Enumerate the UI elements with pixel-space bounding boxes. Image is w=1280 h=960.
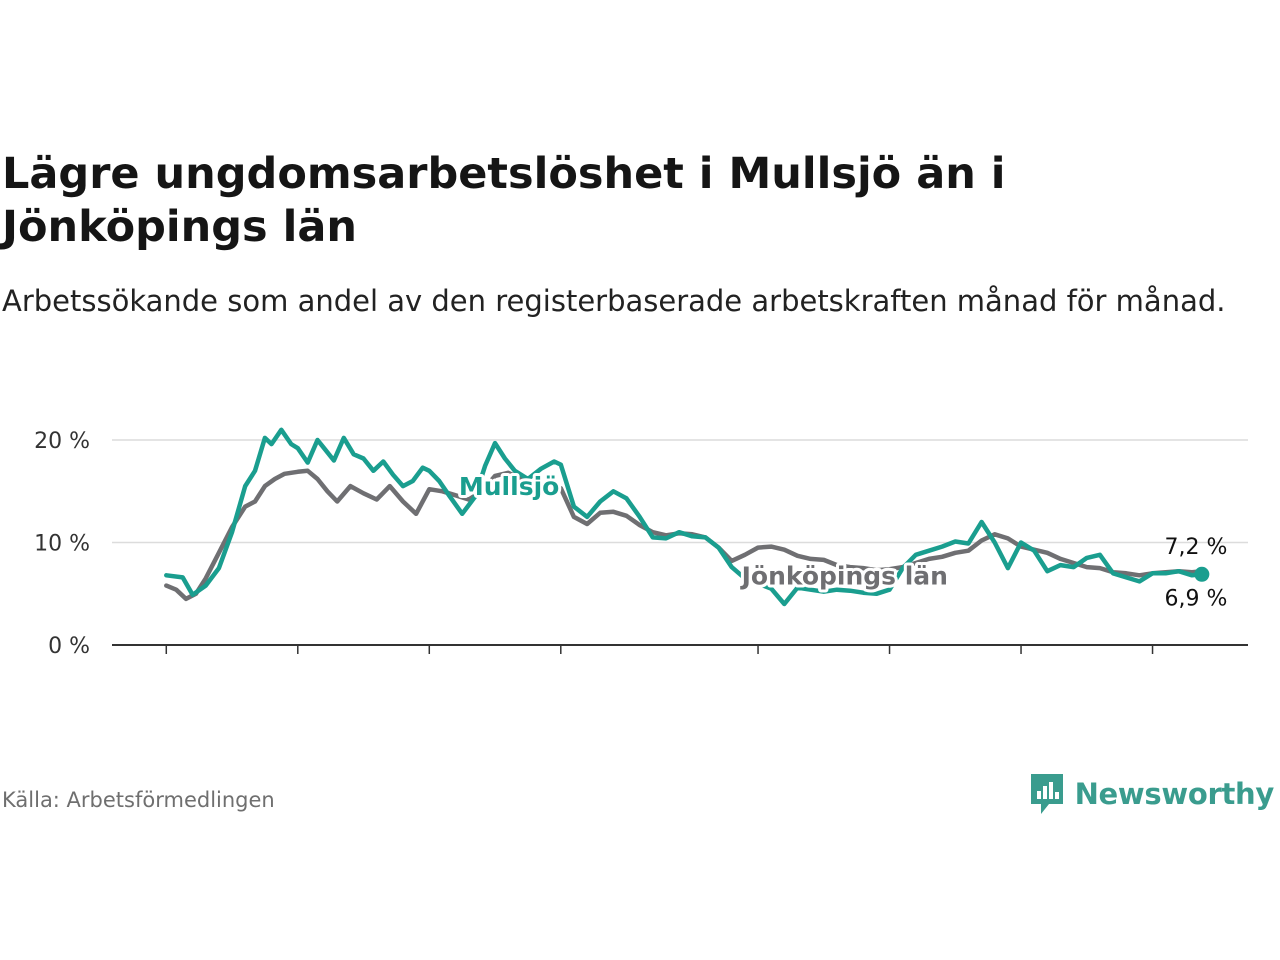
label-layer: Mullsjö Jönköpings län 7,2 % 6,9 % <box>456 469 1228 611</box>
y-tick-label: 0 % <box>48 634 90 659</box>
axis-layer: 0 %10 %20 %20082010201220142017201920212… <box>34 429 1248 659</box>
end-label-jonkopings-lan: 7,2 % <box>1165 535 1228 560</box>
source-note: Källa: Arbetsförmedlingen <box>2 788 275 812</box>
chart-subtitle: Arbetssökande som andel av den registerb… <box>2 284 1226 318</box>
y-tick-label: 20 % <box>34 429 90 454</box>
grid-layer <box>112 439 1248 544</box>
series-label-mullsjo: Mullsjö <box>459 472 559 501</box>
brand-name: Newsworthy <box>1074 777 1275 811</box>
series-layer <box>164 427 1210 607</box>
end-label-mullsjo: 6,9 % <box>1165 586 1228 611</box>
endpoint-mullsjo <box>1194 566 1210 582</box>
newsworthy-logo-icon <box>1030 774 1063 814</box>
y-tick-label: 10 % <box>34 532 90 557</box>
brand-logo[interactable]: Newsworthy <box>1029 772 1274 816</box>
series-label-jonkopings-lan: Jönköpings län <box>740 561 948 590</box>
series-line-mullsjo <box>164 427 1205 607</box>
line-chart: 0 %10 %20 %20082010201220142017201920212… <box>34 427 1248 659</box>
chart-title: Lägre ungdomsarbetslöshet i Mullsjö än i… <box>2 149 1006 252</box>
